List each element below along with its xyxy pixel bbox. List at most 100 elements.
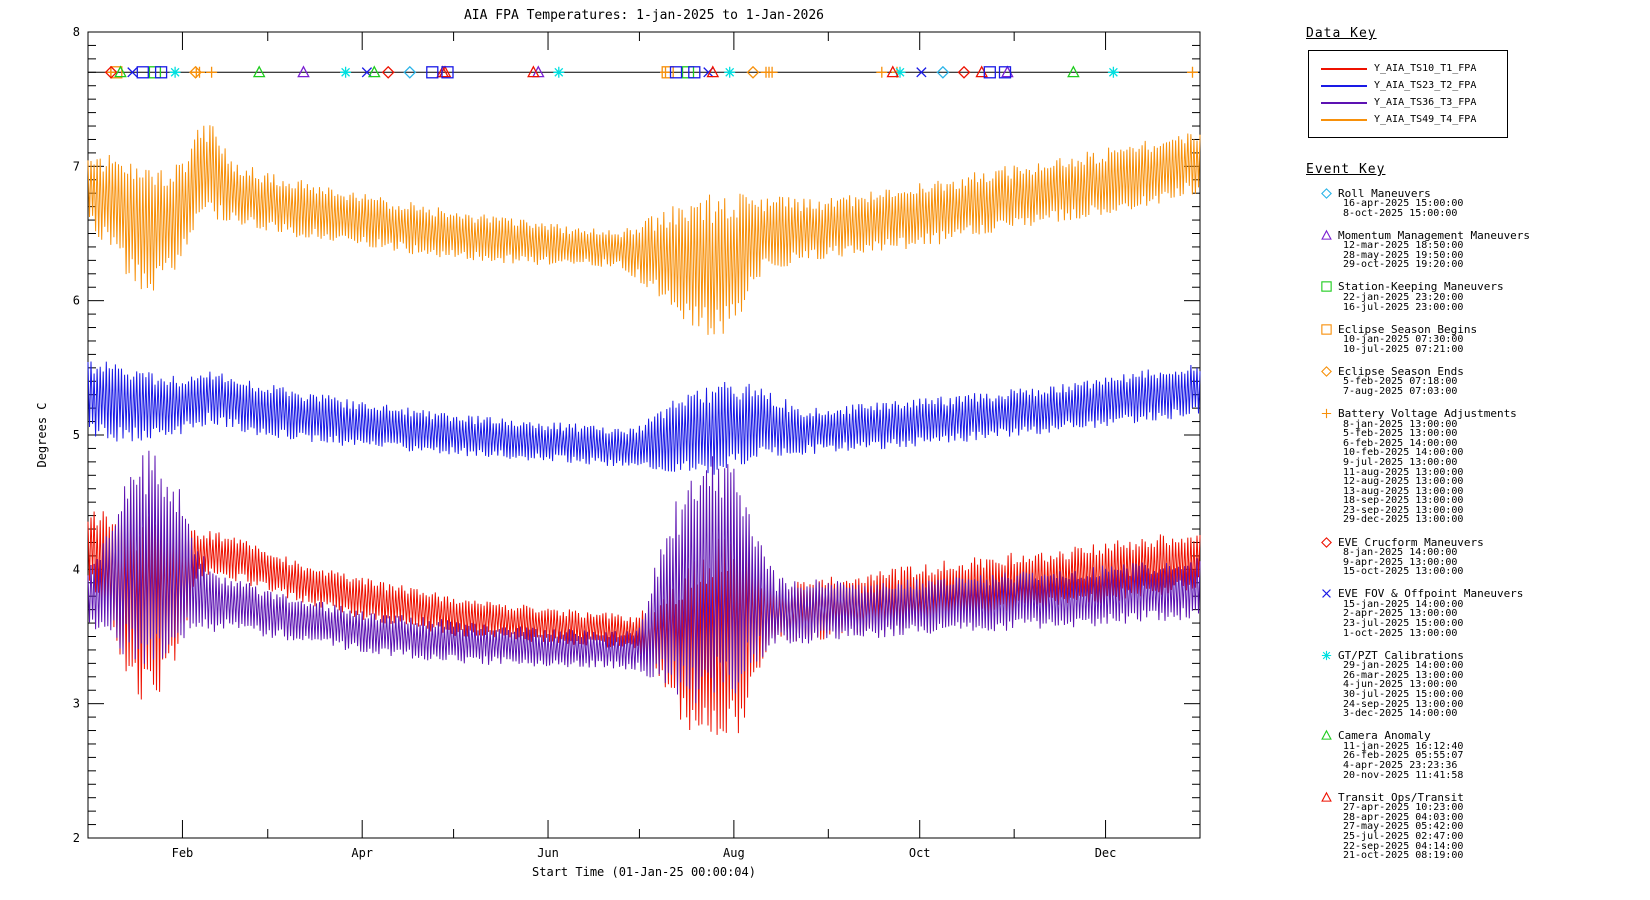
event-name: Battery Voltage Adjustments bbox=[1338, 407, 1517, 421]
event-dates: 10-jan-2025 07:30:00 10-jul-2025 07:21:00 bbox=[1343, 335, 1648, 354]
event-date: 3-dec-2025 14:00:00 bbox=[1343, 708, 1458, 720]
transit-ops-transit-marker bbox=[975, 65, 989, 78]
event-dates: 8-jan-2025 14:00:00 9-apr-2025 13:00:00 15… bbox=[1343, 548, 1648, 577]
eve-fov-offpoint-maneuvers-marker bbox=[916, 67, 927, 78]
x-tick-label: Dec bbox=[1095, 846, 1117, 860]
event-name: Momentum Management Maneuvers bbox=[1338, 228, 1531, 242]
event-date: 29-dec-2025 13:00:00 bbox=[1343, 514, 1464, 526]
event-name: GT/PZT Calibrations bbox=[1338, 648, 1464, 662]
event-date: 16-apr-2025 15:00:00 bbox=[1343, 198, 1464, 209]
unlabeled-event-marker bbox=[426, 66, 439, 79]
event-date: 5-feb-2025 07:18:00 bbox=[1343, 376, 1458, 388]
event-date: 10-jan-2025 07:30:00 bbox=[1343, 334, 1464, 346]
event-dates: 16-apr-2025 15:00:00 8-oct-2025 15:00:00 bbox=[1343, 199, 1648, 218]
x-axis-label: Start Time (01-Jan-25 00:00:04) bbox=[532, 865, 756, 879]
event-key-head: EVE Crucform Maneuvers bbox=[1320, 535, 1648, 549]
event-name: Eclipse Season Ends bbox=[1338, 364, 1464, 378]
event-key-entry-camera-anomaly: Camera Anomaly 11-jan-2025 16:12:40 26-feb… bbox=[1320, 729, 1648, 780]
event-key-head: Battery Voltage Adjustments bbox=[1320, 407, 1648, 421]
x-tick-label: Jun bbox=[537, 846, 559, 860]
camera-anomaly-marker bbox=[1067, 65, 1080, 78]
momentum-management-maneuvers-marker bbox=[297, 65, 310, 78]
event-date: 29-jan-2025 14:00:00 bbox=[1343, 660, 1464, 672]
gt-pzt-calibrations-icon bbox=[1321, 650, 1332, 660]
series-Y_AIA_TS49_T4_FPA bbox=[87, 125, 1201, 335]
eclipse-season-ends-marker bbox=[746, 65, 760, 79]
event-date: 12-aug-2025 13:00:00 bbox=[1343, 476, 1464, 488]
y-tick-label: 5 bbox=[73, 428, 80, 442]
battery-voltage-adjustments-marker bbox=[660, 66, 671, 78]
eve-fov-offpoint-maneuvers-marker bbox=[127, 67, 138, 78]
event-date: 2-apr-2025 13:00:00 bbox=[1343, 608, 1458, 620]
series-Y_AIA_TS36_T3_FPA bbox=[87, 450, 1201, 704]
chart-title: AIA FPA Temperatures: 1-jan-2025 to 1-Ja… bbox=[464, 8, 824, 23]
event-date: 18-sep-2025 13:00:00 bbox=[1343, 495, 1464, 507]
eve-crucform-maneuvers-marker bbox=[957, 65, 971, 79]
event-key-entry-transit-ops-transit: Transit Ops/Transit 27-apr-2025 10:23:00 2… bbox=[1320, 791, 1648, 861]
unlabeled-event-marker bbox=[983, 66, 996, 79]
station-keeping-maneuvers-marker bbox=[148, 66, 162, 79]
event-date: 10-feb-2025 14:00:00 bbox=[1343, 447, 1464, 459]
x-tick-label: Feb bbox=[172, 846, 194, 860]
event-date: 13-aug-2025 13:00:00 bbox=[1343, 485, 1464, 497]
event-date: 25-jul-2025 02:47:00 bbox=[1343, 830, 1464, 842]
event-key-entry-eve-fov-offpoint-maneuvers: EVE FOV & Offpoint Maneuvers 15-jan-2025 … bbox=[1320, 587, 1648, 638]
event-dates: 22-jan-2025 23:20:00 16-jul-2025 23:00:00 bbox=[1343, 293, 1648, 312]
event-name: Camera Anomaly bbox=[1338, 729, 1431, 743]
transit-ops-transit-marker bbox=[706, 65, 720, 78]
event-date: 27-apr-2025 10:23:00 bbox=[1343, 802, 1464, 814]
camera-anomaly-marker bbox=[367, 65, 381, 78]
event-markers bbox=[104, 65, 1198, 79]
event-date: 9-jul-2025 13:00:00 bbox=[1343, 456, 1458, 468]
event-dates: 8-jan-2025 13:00:00 5-feb-2025 13:00:00 6-… bbox=[1343, 418, 1648, 526]
event-key-head: EVE FOV & Offpoint Maneuvers bbox=[1320, 587, 1648, 601]
series-Y_AIA_TS10_T1_FPA bbox=[87, 511, 1201, 735]
eve-crucform-maneuvers-marker bbox=[104, 65, 118, 79]
unlabeled-event-marker bbox=[154, 66, 168, 79]
event-date: 15-jan-2025 14:00:00 bbox=[1343, 598, 1464, 610]
y-tick-label: 2 bbox=[73, 831, 80, 845]
transit-ops-transit-icon bbox=[1321, 791, 1332, 802]
event-date: 22-jan-2025 23:20:00 bbox=[1343, 291, 1464, 303]
event-name: EVE FOV & Offpoint Maneuvers bbox=[1338, 587, 1524, 601]
unlabeled-event-marker bbox=[688, 66, 701, 79]
event-key-head: GT/PZT Calibrations bbox=[1320, 648, 1648, 662]
event-date: 23-jul-2025 15:00:00 bbox=[1343, 618, 1464, 630]
event-key-entry-eclipse-season-ends: Eclipse Season Ends 5-feb-2025 07:18:00 7-… bbox=[1320, 365, 1648, 396]
transit-ops-transit-marker bbox=[527, 65, 540, 78]
unlabeled-event-marker bbox=[136, 66, 149, 79]
event-date: 27-may-2025 05:42:00 bbox=[1343, 821, 1464, 833]
event-key-title: Event Key bbox=[1306, 162, 1386, 177]
momentum-management-maneuvers-icon bbox=[1321, 229, 1332, 240]
event-name: Roll Maneuvers bbox=[1338, 186, 1431, 200]
transit-ops-transit-marker bbox=[886, 65, 900, 78]
event-dates: 27-apr-2025 10:23:00 28-apr-2025 04:03:00… bbox=[1343, 803, 1648, 861]
data-key-title: Data Key bbox=[1306, 26, 1377, 41]
y-tick-label: 7 bbox=[73, 159, 80, 173]
data-key-line-sample bbox=[1321, 84, 1367, 87]
eve-crucform-maneuvers-marker bbox=[381, 65, 395, 79]
x-tick-label: Aug bbox=[723, 846, 745, 860]
unlabeled-event-marker bbox=[998, 66, 1012, 79]
event-date: 4-apr-2025 23:23:36 bbox=[1343, 759, 1458, 771]
y-axis-label: Degrees C bbox=[35, 402, 49, 467]
temperature-chart: AIA FPA Temperatures: 1-jan-2025 to 1-Ja… bbox=[35, 8, 1201, 879]
event-dates: 5-feb-2025 07:18:00 7-aug-2025 07:03:00 bbox=[1343, 377, 1648, 396]
event-date: 8-oct-2025 15:00:00 bbox=[1343, 207, 1458, 219]
event-date: 28-may-2025 19:50:00 bbox=[1343, 249, 1464, 261]
legend-panel: Data Key Y_AIA_TS10_T1_FPA Y_AIA_TS23_T2_… bbox=[1300, 26, 1648, 872]
event-name: EVE Crucform Maneuvers bbox=[1338, 535, 1484, 549]
event-key-head: Eclipse Season Ends bbox=[1320, 364, 1648, 378]
event-date: 29-oct-2025 19:20:00 bbox=[1343, 259, 1464, 271]
event-date: 8-jan-2025 13:00:00 bbox=[1343, 418, 1458, 430]
x-tick-label: Apr bbox=[351, 846, 373, 860]
battery-voltage-adjustments-icon bbox=[1321, 408, 1332, 419]
station-keeping-maneuvers-marker bbox=[681, 66, 695, 79]
event-date: 4-jun-2025 13:00:00 bbox=[1343, 679, 1458, 691]
roll-maneuvers-marker bbox=[403, 65, 417, 79]
battery-voltage-adjustments-marker bbox=[105, 66, 117, 78]
data-key-row: Y_AIA_TS10_T1_FPA bbox=[1321, 60, 1507, 77]
data-key-label: Y_AIA_TS23_T2_FPA bbox=[1374, 80, 1477, 91]
event-key-entry-roll-maneuvers: Roll Maneuvers 16-apr-2025 15:00:00 8-oct-… bbox=[1320, 187, 1648, 218]
event-date: 5-feb-2025 13:00:00 bbox=[1343, 428, 1458, 440]
